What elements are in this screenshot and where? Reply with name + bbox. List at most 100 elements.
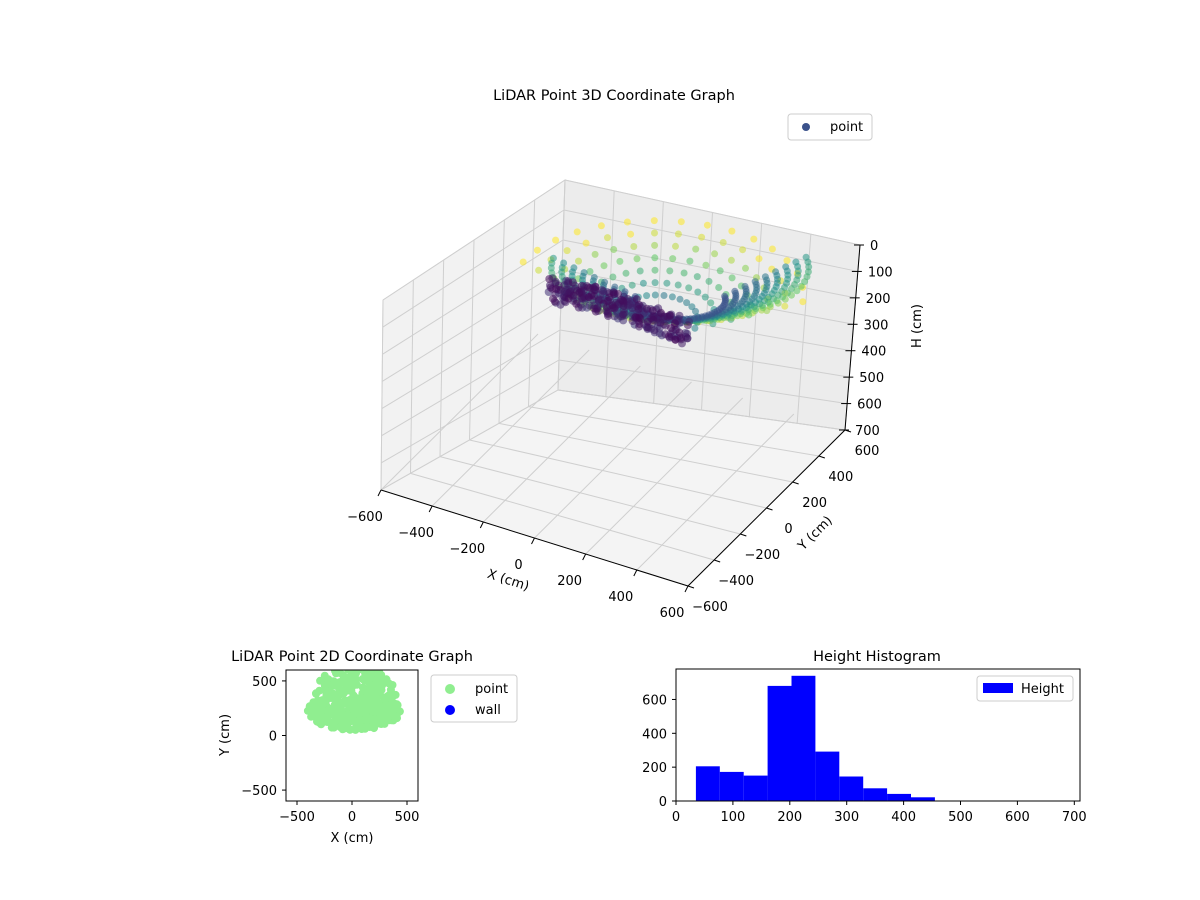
legend-2d-label-point: point <box>475 682 508 697</box>
point-2d <box>312 689 321 698</box>
point-3d <box>792 258 800 266</box>
y-2d-tick-label: −500 <box>241 784 277 799</box>
point-3d <box>564 294 573 303</box>
histogram-bar <box>719 771 744 801</box>
histogram-legend-swatch <box>983 683 1013 693</box>
y-3d-tick-label: 400 <box>828 470 853 485</box>
histogram-x-tick-label: 0 <box>672 810 680 825</box>
legend-2d-marker-point <box>445 684 455 694</box>
point-3d <box>533 246 541 254</box>
point-2d <box>339 675 348 684</box>
point-2d <box>370 704 379 713</box>
histogram-bar <box>911 797 935 801</box>
point-3d <box>675 311 684 320</box>
histogram-bar <box>743 775 768 801</box>
point-3d <box>739 246 747 254</box>
histogram-title: Height Histogram <box>813 649 941 665</box>
y-3d-tick-mark <box>740 533 747 537</box>
x-axis-2d-label: X (cm) <box>331 831 374 846</box>
point-3d <box>573 228 581 236</box>
point-3d <box>545 275 554 283</box>
point-3d <box>584 283 593 292</box>
point-3d <box>552 285 560 294</box>
point-2d <box>363 722 371 731</box>
point-2d <box>374 719 382 728</box>
point-3d <box>599 287 608 296</box>
y-3d-tick-label: −200 <box>744 548 780 563</box>
point-3d <box>793 287 801 295</box>
histogram-legend: Height <box>976 675 1074 702</box>
point-3d <box>804 268 812 276</box>
point-3d <box>604 234 611 242</box>
point-3d <box>768 245 776 253</box>
point-2d <box>380 719 389 728</box>
point-2d <box>303 706 312 715</box>
histogram-x-tick-label: 300 <box>834 810 859 825</box>
point-3d <box>651 229 658 237</box>
x-3d-tick-mark <box>531 537 535 545</box>
point-3d <box>610 246 618 253</box>
histogram-bar <box>863 788 888 801</box>
y-3d-tick-label: 0 <box>784 522 792 537</box>
point-3d <box>701 293 709 301</box>
point-3d <box>674 281 682 289</box>
point-3d <box>575 257 582 265</box>
point-3d <box>563 247 571 255</box>
point-2d <box>334 708 343 717</box>
point-3d <box>741 282 749 290</box>
point-3d <box>632 295 641 304</box>
histogram-legend-label: Height <box>1021 682 1064 697</box>
y-3d-tick-mark <box>687 585 695 589</box>
legend-2d-label-wall: wall <box>475 703 501 718</box>
histogram-bar <box>767 685 792 801</box>
point-2d <box>342 684 351 692</box>
point-3d <box>668 293 676 301</box>
histogram-x-tick-label: 400 <box>891 810 916 825</box>
point-3d <box>651 254 659 262</box>
point-3d <box>686 257 694 265</box>
histogram-x-ticks: 0 100 200 300 400 500 600 700 <box>672 801 1087 825</box>
point-3d <box>600 262 608 270</box>
point-3d <box>669 255 677 263</box>
point-3d <box>799 298 807 306</box>
point-3d <box>519 258 527 266</box>
point-3d <box>630 243 638 250</box>
point-3d <box>672 242 679 250</box>
legend-2d: point wall <box>430 674 518 723</box>
point-3d <box>552 236 560 244</box>
point-3d <box>591 250 599 258</box>
legend-3d-box <box>787 113 873 141</box>
point-3d <box>599 299 608 308</box>
histogram-x-tick-label: 600 <box>1005 810 1030 825</box>
point-3d <box>636 267 644 275</box>
point-3d <box>663 279 671 287</box>
point-2d <box>358 675 367 683</box>
x-axis-2d-ticks: −500 0 500 <box>279 801 419 825</box>
point-2d <box>332 670 340 678</box>
point-3d <box>623 218 631 226</box>
z-3d-tick-label: 200 <box>866 292 891 307</box>
point-3d <box>609 273 617 281</box>
x-2d-tick-label: 500 <box>395 810 420 825</box>
point-3d <box>702 261 710 269</box>
point-2d <box>313 714 322 723</box>
y-3d-tick-mark <box>792 481 799 485</box>
x-3d-tick-mark <box>684 585 689 593</box>
x-3d-tick-mark <box>377 489 382 497</box>
point-2d <box>350 709 359 718</box>
point-3d <box>568 278 577 287</box>
x-2d-tick-label: 0 <box>348 810 356 825</box>
y-3d-tick-label: −600 <box>692 600 728 615</box>
point-3d <box>616 257 624 265</box>
point-3d <box>691 324 699 332</box>
x-3d-tick-label: 0 <box>514 558 522 573</box>
point-3d <box>680 269 688 277</box>
y-3d-tick-label: 200 <box>802 496 827 511</box>
histogram-y-ticks: 0 200 400 600 <box>642 693 676 810</box>
point-2d <box>318 700 327 709</box>
x-3d-tick-label: 600 <box>660 606 685 621</box>
histogram-bar <box>839 776 864 801</box>
point-3d <box>535 266 543 274</box>
x-3d-tick-label: −400 <box>398 526 434 541</box>
z-3d-tick-label: 600 <box>857 398 882 413</box>
